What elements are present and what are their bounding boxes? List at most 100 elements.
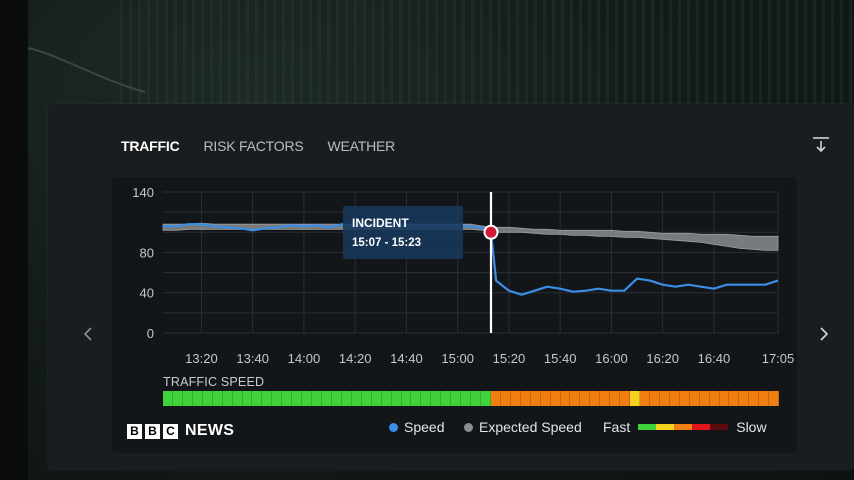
legend-speed-scale: Fast Slow — [603, 418, 767, 436]
speed-segment — [769, 391, 780, 406]
speed-segment — [361, 391, 372, 406]
speed-segment — [699, 391, 710, 406]
x-tick-label: 14:40 — [390, 351, 423, 366]
speed-segment — [461, 391, 472, 406]
speed-segment — [192, 391, 203, 406]
next-button[interactable] — [815, 325, 833, 343]
y-tick-label: 80 — [140, 245, 154, 260]
legend-expected-label: Expected Speed — [479, 419, 582, 435]
map-texture — [120, 0, 854, 110]
speed-scale-swatch — [674, 424, 693, 430]
speed-segment — [312, 391, 322, 406]
incident-label: INCIDENT — [352, 216, 409, 230]
speed-segment — [510, 391, 521, 406]
speed-segment — [520, 391, 531, 406]
x-tick-label: 17:05 — [762, 351, 795, 366]
x-tick-label: 14:20 — [339, 351, 372, 366]
tab-bar: TRAFFIC RISK FACTORS WEATHER — [121, 137, 395, 155]
legend-speed: Speed — [389, 418, 444, 436]
x-tick-label: 13:20 — [185, 351, 218, 366]
chevron-left-icon — [83, 327, 92, 341]
speed-segment — [689, 391, 700, 406]
download-button[interactable] — [810, 135, 832, 155]
speed-segment — [481, 391, 491, 406]
prev-button[interactable] — [80, 325, 98, 343]
traffic-speed-title: TRAFFIC SPEED — [163, 375, 265, 389]
bbc-news-logo: B B C NEWS — [127, 422, 234, 440]
speed-segment — [729, 391, 740, 406]
download-icon — [813, 137, 829, 153]
speed-segment — [252, 391, 263, 406]
speed-segment — [550, 391, 561, 406]
speed-segment — [749, 391, 760, 406]
speed-scale-swatch — [638, 424, 657, 430]
speed-scale-swatch — [656, 424, 675, 430]
logo-letter: B — [127, 423, 142, 439]
speed-segment — [530, 391, 541, 406]
speed-segment — [262, 391, 273, 406]
speed-segment — [640, 391, 650, 406]
speed-segment — [381, 391, 392, 406]
legend-slow-label: Slow — [736, 419, 767, 435]
speed-segment — [431, 391, 442, 406]
x-tick-label: 15:00 — [441, 351, 474, 366]
speed-segment — [202, 391, 213, 406]
speed-segment — [570, 391, 581, 406]
incident-marker-dot — [485, 226, 497, 238]
x-tick-label: 16:40 — [698, 351, 731, 366]
speed-segment — [739, 391, 750, 406]
incident-time-range: 15:07 - 15:23 — [352, 237, 421, 249]
speed-segment — [490, 391, 501, 406]
expected-dot — [464, 422, 473, 432]
speed-segment — [212, 391, 223, 406]
traffic-speed-bar — [163, 391, 780, 406]
chevron-right-icon — [820, 327, 829, 341]
x-tick-label: 13:40 — [236, 351, 269, 366]
speed-segment — [669, 391, 680, 406]
speed-scale — [638, 424, 729, 430]
speed-segment — [759, 391, 770, 406]
incident-tooltip — [343, 206, 463, 259]
left-edge-strip — [0, 0, 28, 480]
logo-word: NEWS — [185, 422, 235, 439]
speed-segment — [242, 391, 253, 406]
y-tick-label: 140 — [132, 185, 154, 200]
speed-segment — [282, 391, 293, 406]
speed-segment — [401, 391, 412, 406]
speed-segment — [649, 391, 660, 406]
speed-scale-swatch — [710, 424, 729, 430]
legend-speed-label: Speed — [404, 419, 445, 435]
speed-segment — [222, 391, 233, 406]
tab-risk-factors[interactable]: RISK FACTORS — [203, 138, 304, 154]
speed-segment — [302, 391, 313, 406]
speed-segment — [371, 391, 382, 406]
speed-line — [163, 223, 779, 296]
speed-segment — [232, 391, 243, 406]
x-tick-label: 16:20 — [646, 351, 679, 366]
speed-segment — [620, 391, 631, 406]
speed-segment — [322, 391, 332, 406]
map-road-line — [27, 47, 146, 93]
legend-expected: Expected Speed — [464, 418, 582, 436]
speed-segment — [441, 391, 452, 406]
speed-segment — [411, 391, 422, 406]
speed-segment — [600, 391, 611, 406]
speed-segment — [610, 391, 621, 406]
tab-weather[interactable]: WEATHER — [327, 138, 396, 154]
speed-segment — [272, 391, 283, 406]
speed-segment — [163, 391, 173, 406]
x-tick-label: 14:00 — [288, 351, 321, 366]
speed-segment — [679, 391, 690, 406]
speed-segment — [719, 391, 730, 406]
speed-segment — [421, 391, 432, 406]
speed-segment — [580, 391, 591, 406]
x-tick-label: 15:20 — [493, 351, 526, 366]
y-tick-label: 40 — [140, 286, 154, 301]
logo-letter: C — [163, 423, 178, 439]
legend-fast-label: Fast — [603, 419, 631, 435]
logo-letter: B — [145, 423, 160, 439]
tab-traffic[interactable]: TRAFFIC — [121, 138, 180, 154]
speed-segment — [500, 391, 511, 406]
speed-segment — [659, 391, 670, 406]
